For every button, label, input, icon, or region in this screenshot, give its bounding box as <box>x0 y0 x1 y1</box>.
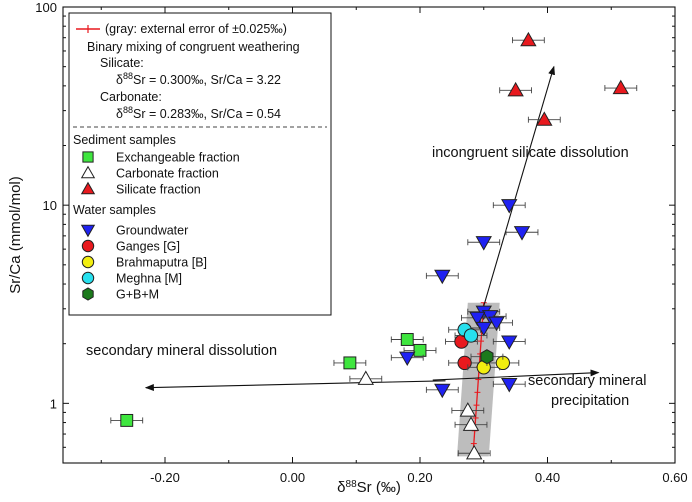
data-point <box>475 321 492 337</box>
legend-label-3: Groundwater <box>116 224 188 238</box>
data-point <box>120 413 134 427</box>
legend-carbonate-value: δ88Sr = 0.283‰, Sr/Ca = 0.54 <box>116 105 281 121</box>
legend-label-4: Ganges [G] <box>116 240 180 254</box>
legend-marker-3 <box>80 224 96 238</box>
legend-label-6: Meghna [M] <box>116 272 182 286</box>
series-carbonate-fraction <box>349 370 491 460</box>
y-tick-label: 10 <box>43 198 57 213</box>
legend-marker-2 <box>80 181 96 195</box>
annotation-secondary-precipitation-2: precipitation <box>551 393 629 409</box>
legend-label-0: Exchangeable fraction <box>116 151 240 165</box>
legend-sediment-heading: Sediment samples <box>73 133 176 147</box>
series-g-b-m <box>470 349 504 365</box>
data-point <box>465 444 483 460</box>
data-point <box>434 269 451 285</box>
y-tick-label: 1 <box>50 396 57 411</box>
x-tick-label: 0.60 <box>662 470 687 485</box>
legend-marker-7 <box>82 287 94 301</box>
data-point <box>501 378 518 393</box>
legend-label-7: G+B+M <box>116 288 159 302</box>
legend-marker-1 <box>80 165 96 179</box>
x-tick-label: 0.40 <box>535 470 560 485</box>
data-point <box>413 343 427 357</box>
legend-marker-5 <box>81 255 95 269</box>
legend-label-5: Brahmaputra [B] <box>116 256 207 270</box>
legend-silicate-value: δ88Sr = 0.300‰, Sr/Ca = 3.22 <box>116 71 281 87</box>
data-point <box>488 316 505 332</box>
legend-water-heading: Water samples <box>73 203 156 217</box>
arrow-1 <box>144 380 446 391</box>
legend-carbonate-label: Carbonate: <box>100 90 162 104</box>
data-point <box>507 81 524 97</box>
legend-silicate-label: Silicate: <box>100 56 144 70</box>
data-point <box>469 311 486 327</box>
x-tick-label: 0.20 <box>407 470 432 485</box>
arrow-0 <box>483 65 555 307</box>
legend-label-2: Silicate fraction <box>116 183 201 197</box>
legend-label-1: Carbonate fraction <box>116 167 219 181</box>
data-point <box>536 111 553 126</box>
annotation-incongruent-silicate: incongruent silicate dissolution <box>432 145 629 161</box>
data-point <box>400 333 414 346</box>
legend-marker-0 <box>82 151 94 163</box>
data-point <box>399 351 416 367</box>
x-tick-label: 0.00 <box>280 470 305 485</box>
data-point <box>343 356 357 370</box>
annotation-secondary-precipitation-1: secondary mineral <box>528 373 646 389</box>
series-exchangeable-fraction <box>110 333 437 427</box>
data-point <box>459 402 477 417</box>
data-point <box>520 31 537 47</box>
plot-frame <box>62 6 676 464</box>
data-point <box>612 79 630 95</box>
y-tick-label: 100 <box>35 0 57 15</box>
data-point <box>434 383 451 399</box>
arrow-2 <box>432 369 600 381</box>
data-point <box>463 328 479 343</box>
x-tick-label: -0.20 <box>150 470 180 485</box>
series-silicate-fraction <box>499 31 638 126</box>
legend-box <box>68 12 332 316</box>
legend-marker-4 <box>81 239 95 253</box>
series-meghna-m <box>448 322 488 343</box>
legend-mixing-heading: Binary mixing of congruent weathering <box>87 40 300 54</box>
data-point <box>475 236 492 251</box>
data-point <box>501 199 518 214</box>
x-axis-title: δ88Sr (‰) <box>337 479 401 497</box>
axis-ticks: -0.20 0.00 0.20 0.40 0.60 1 10 100 <box>35 0 687 485</box>
legend: (gray: external error of ±0.025‰) Binary… <box>68 12 332 316</box>
legend-mixing-line-label: (gray: external error of ±0.025‰) <box>105 22 287 36</box>
data-point <box>480 349 494 365</box>
y-axis-title: Sr/Ca (mmol/mol) <box>7 176 24 294</box>
legend-marker-6 <box>81 271 95 285</box>
data-layer <box>110 31 638 460</box>
series-groundwater <box>390 199 539 399</box>
data-point <box>513 226 531 241</box>
data-point <box>357 370 375 385</box>
data-point <box>501 335 518 350</box>
annotation-secondary-dissolution: secondary mineral dissolution <box>86 343 277 359</box>
data-point <box>462 416 480 431</box>
